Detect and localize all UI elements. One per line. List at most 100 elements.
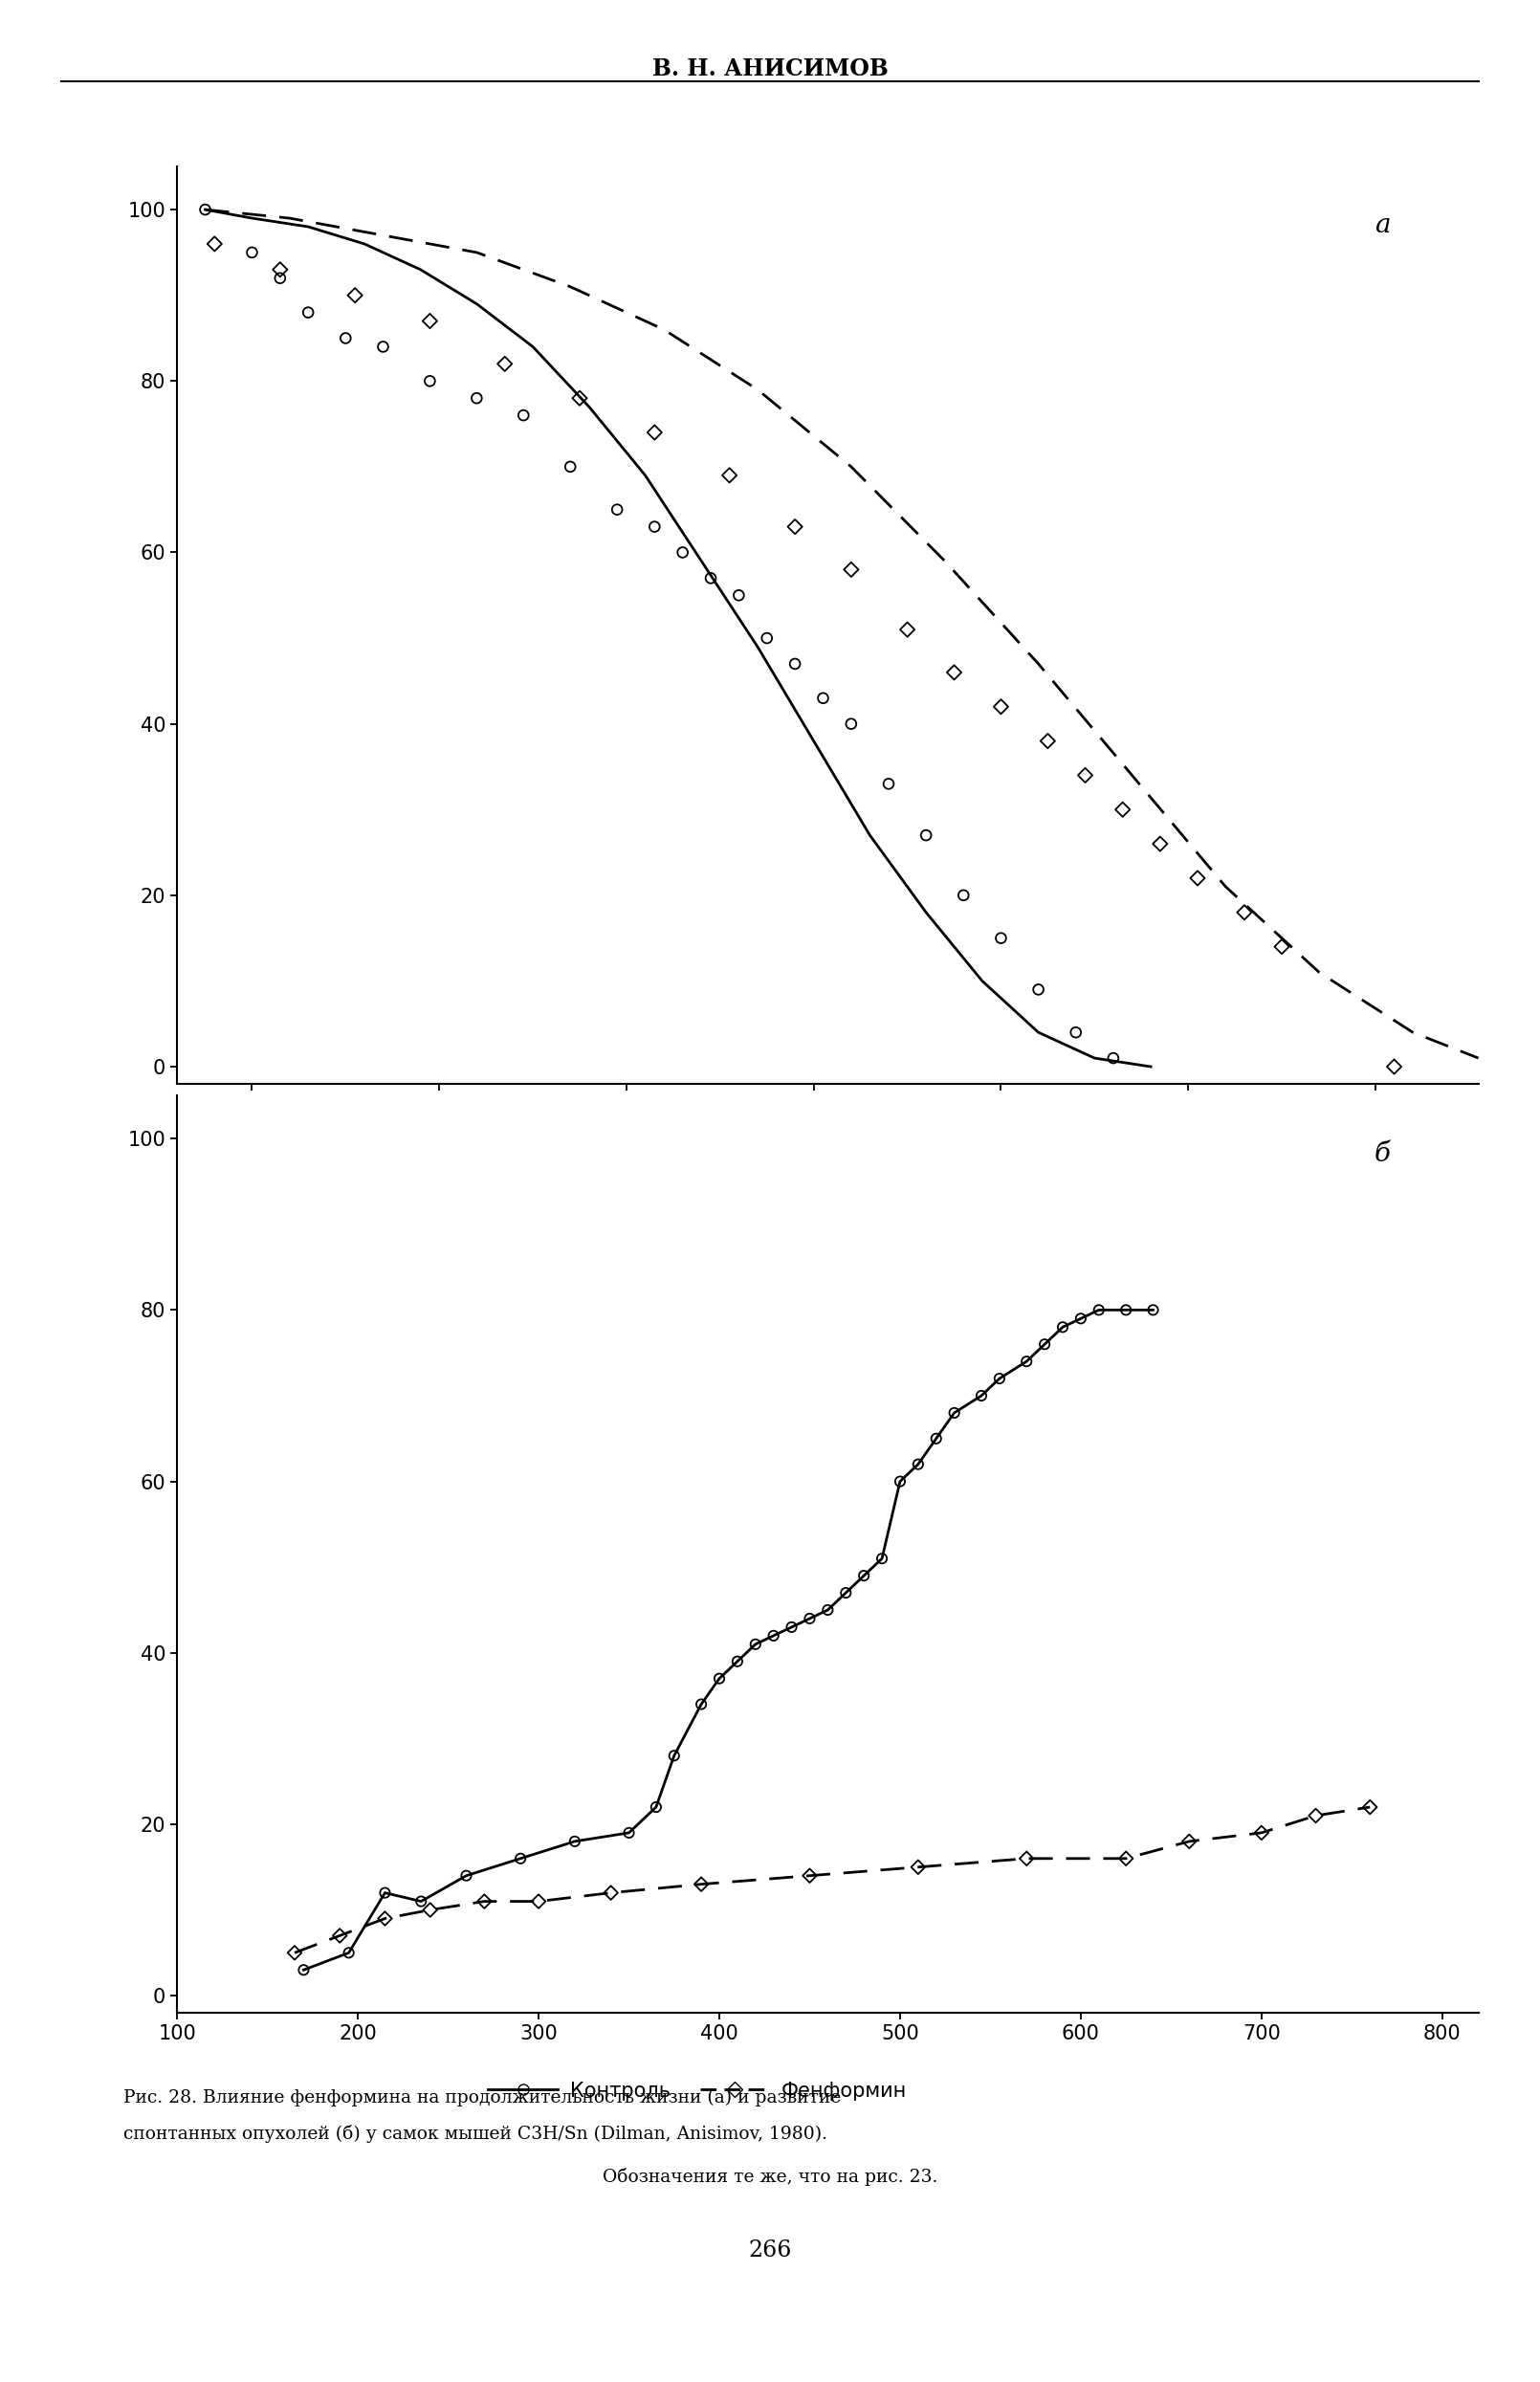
Text: Обозначения те же, что на рис. 23.: Обозначения те же, что на рис. 23.	[602, 2168, 938, 2187]
Point	[1069, 1301, 1093, 1339]
Point	[989, 688, 1013, 727]
Point	[567, 379, 591, 417]
Point	[511, 395, 536, 434]
Point	[642, 507, 667, 545]
Point	[296, 293, 320, 331]
Point	[473, 1882, 497, 1920]
Text: Рис. 28. Влияние фенформина на продолжительность жизни (а) и развитие: Рис. 28. Влияние фенформина на продолжит…	[123, 2089, 841, 2106]
Point	[688, 1865, 713, 1903]
Point	[1358, 1789, 1383, 1827]
Point	[816, 1591, 841, 1629]
Point	[373, 1875, 397, 1913]
Point	[192, 191, 217, 229]
Point	[727, 576, 752, 615]
Point	[417, 362, 442, 400]
Point	[1141, 1291, 1166, 1329]
Point	[782, 507, 807, 545]
Point	[1269, 927, 1294, 965]
Point	[1015, 1343, 1040, 1382]
Point	[328, 1918, 353, 1956]
Point	[725, 1641, 750, 1679]
Point	[1381, 1048, 1406, 1086]
Point	[744, 1625, 768, 1663]
Point	[336, 1934, 360, 1972]
Point	[291, 1951, 316, 1989]
Point	[605, 491, 630, 529]
Point	[670, 534, 695, 572]
Point	[1186, 860, 1210, 898]
Legend: Контроль, Фенформин: Контроль, Фенформин	[480, 2072, 915, 2108]
Point	[839, 705, 864, 743]
Text: 266: 266	[748, 2239, 792, 2261]
Point	[942, 1393, 967, 1432]
Point	[1113, 1291, 1138, 1329]
Point	[987, 1360, 1012, 1398]
Point	[373, 1898, 397, 1937]
Point	[876, 765, 901, 803]
Point	[1050, 1308, 1075, 1346]
Point	[833, 1575, 858, 1613]
Text: а: а	[1374, 212, 1391, 238]
Point	[1249, 1813, 1274, 1851]
Point	[1101, 1039, 1126, 1077]
Point	[1026, 969, 1050, 1008]
Point	[782, 646, 807, 684]
Point	[1303, 1796, 1327, 1834]
Text: В. Н. АНИСИМОВ: В. Н. АНИСИМОВ	[651, 57, 889, 81]
Point	[1110, 791, 1135, 829]
Point	[887, 1463, 912, 1501]
Point	[268, 250, 293, 288]
Point	[202, 224, 226, 262]
Point	[1015, 1839, 1040, 1877]
Point	[1032, 1324, 1056, 1363]
Point	[644, 1789, 668, 1827]
Point	[989, 919, 1013, 958]
Point	[508, 1839, 533, 1877]
Point	[1087, 1291, 1112, 1329]
Point	[852, 1555, 876, 1594]
Point	[599, 1875, 624, 1913]
Point	[942, 653, 967, 691]
Point	[333, 319, 357, 357]
Point	[282, 1934, 306, 1972]
Point	[969, 1377, 993, 1415]
Point	[755, 619, 779, 657]
Point	[913, 817, 938, 855]
Point	[371, 329, 396, 367]
Point	[240, 233, 265, 272]
Point	[906, 1446, 930, 1484]
Point	[454, 1856, 479, 1894]
Point	[557, 448, 582, 486]
Point	[527, 1882, 551, 1920]
Text: спонтанных опухолей (б) у самок мышей С3Н/Sn (Dilman, Anisimov, 1980).: спонтанных опухолей (б) у самок мышей С3…	[123, 2125, 827, 2144]
Point	[642, 414, 667, 453]
Point	[688, 1684, 713, 1722]
Point	[798, 1856, 822, 1894]
Point	[1073, 755, 1098, 793]
Point	[810, 679, 835, 717]
Point	[268, 260, 293, 298]
Point	[562, 1822, 587, 1860]
Point	[839, 550, 864, 588]
Point	[465, 379, 490, 417]
Point	[707, 1660, 732, 1698]
Point	[924, 1420, 949, 1458]
Point	[798, 1598, 822, 1636]
Point	[870, 1539, 895, 1577]
Point	[718, 457, 742, 495]
Point	[1232, 893, 1257, 931]
Point	[417, 303, 442, 341]
Point	[699, 560, 724, 598]
Point	[906, 1848, 930, 1887]
Point	[616, 1813, 641, 1851]
Point	[493, 345, 517, 384]
Point	[761, 1617, 785, 1655]
Point	[417, 1891, 442, 1929]
Point	[1113, 1839, 1138, 1877]
Point	[1035, 722, 1060, 760]
Point	[1177, 1822, 1201, 1860]
Point	[343, 276, 368, 314]
Point	[662, 1736, 687, 1775]
Point	[1064, 1012, 1089, 1050]
Point	[895, 610, 919, 648]
